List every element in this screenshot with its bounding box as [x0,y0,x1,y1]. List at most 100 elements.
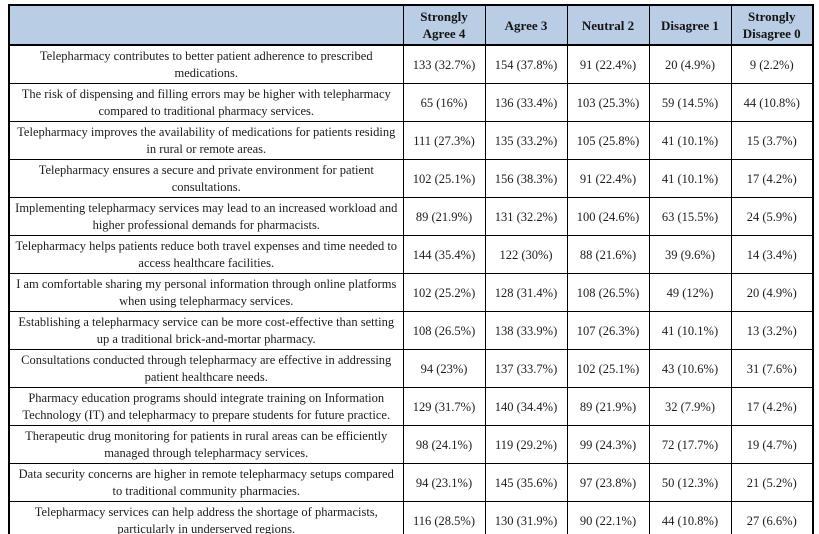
value-cell: 131 (32.2%) [484,197,568,237]
statement-cell: Telepharmacy improves the availability o… [8,121,404,161]
table-row: Telepharmacy services can help address t… [8,501,814,534]
value-cell: 15 (3.7%) [730,121,814,161]
value-cell: 111 (27.3%) [402,121,486,161]
value-cell: 39 (9.6%) [648,235,732,275]
value-cell: 44 (10.8%) [730,83,814,123]
value-cell: 100 (24.6%) [566,197,650,237]
statement-cell: Therapeutic drug monitoring for patients… [8,425,404,465]
value-cell: 137 (33.7%) [484,349,568,389]
value-cell: 145 (35.6%) [484,463,568,503]
value-cell: 43 (10.6%) [648,349,732,389]
value-cell: 32 (7.9%) [648,387,732,427]
column-header-strongly-disagree: Strongly Disagree 0 [730,4,814,47]
value-cell: 97 (23.8%) [566,463,650,503]
statement-cell: Implementing telepharmacy services may l… [8,197,404,237]
value-cell: 129 (31.7%) [402,387,486,427]
value-cell: 156 (38.3%) [484,159,568,199]
value-cell: 24 (5.9%) [730,197,814,237]
column-header-agree: Agree 3 [484,4,568,47]
value-cell: 130 (31.9%) [484,501,568,534]
value-cell: 122 (30%) [484,235,568,275]
value-cell: 59 (14.5%) [648,83,732,123]
table-row: The risk of dispensing and filling error… [8,83,814,123]
statement-cell: Telepharmacy ensures a secure and privat… [8,159,404,199]
value-cell: 17 (4.2%) [730,159,814,199]
value-cell: 31 (7.6%) [730,349,814,389]
table-row: Implementing telepharmacy services may l… [8,197,814,237]
table-row: Therapeutic drug monitoring for patients… [8,425,814,465]
value-cell: 21 (5.2%) [730,463,814,503]
statement-cell: Pharmacy education programs should integ… [8,387,404,427]
value-cell: 136 (33.4%) [484,83,568,123]
value-cell: 90 (22.1%) [566,501,650,534]
value-cell: 88 (21.6%) [566,235,650,275]
statement-column-header [8,4,404,47]
statement-cell: The risk of dispensing and filling error… [8,83,404,123]
table-row: Telepharmacy helps patients reduce both … [8,235,814,275]
value-cell: 135 (33.2%) [484,121,568,161]
value-cell: 133 (32.7%) [402,44,486,85]
value-cell: 41 (10.1%) [648,159,732,199]
value-cell: 41 (10.1%) [648,311,732,351]
statement-cell: Telepharmacy contributes to better patie… [8,44,404,85]
value-cell: 13 (3.2%) [730,311,814,351]
value-cell: 20 (4.9%) [648,44,732,85]
table-row: Establishing a telepharmacy service can … [8,311,814,351]
value-cell: 107 (26.3%) [566,311,650,351]
statement-cell: Consultations conducted through telephar… [8,349,404,389]
value-cell: 154 (37.8%) [484,44,568,85]
value-cell: 103 (25.3%) [566,83,650,123]
value-cell: 99 (24.3%) [566,425,650,465]
value-cell: 44 (10.8%) [648,501,732,534]
value-cell: 128 (31.4%) [484,273,568,313]
table-row: Consultations conducted through telephar… [8,349,814,389]
value-cell: 41 (10.1%) [648,121,732,161]
value-cell: 116 (28.5%) [402,501,486,534]
value-cell: 94 (23%) [402,349,486,389]
value-cell: 49 (12%) [648,273,732,313]
column-header-neutral: Neutral 2 [566,4,650,47]
value-cell: 98 (24.1%) [402,425,486,465]
value-cell: 63 (15.5%) [648,197,732,237]
statement-cell: Telepharmacy services can help address t… [8,501,404,534]
table-row: Data security concerns are higher in rem… [8,463,814,503]
likert-survey-table: Strongly Agree 4 Agree 3 Neutral 2 Disag… [8,4,814,534]
value-cell: 108 (26.5%) [566,273,650,313]
value-cell: 94 (23.1%) [402,463,486,503]
value-cell: 9 (2.2%) [730,44,814,85]
value-cell: 102 (25.2%) [402,273,486,313]
statement-cell: Telepharmacy helps patients reduce both … [8,235,404,275]
table-row: Pharmacy education programs should integ… [8,387,814,427]
value-cell: 17 (4.2%) [730,387,814,427]
value-cell: 89 (21.9%) [402,197,486,237]
value-cell: 144 (35.4%) [402,235,486,275]
value-cell: 65 (16%) [402,83,486,123]
statement-cell: Data security concerns are higher in rem… [8,463,404,503]
value-cell: 19 (4.7%) [730,425,814,465]
column-header-strongly-agree: Strongly Agree 4 [402,4,486,47]
value-cell: 105 (25.8%) [566,121,650,161]
value-cell: 72 (17.7%) [648,425,732,465]
value-cell: 20 (4.9%) [730,273,814,313]
table-row: I am comfortable sharing my personal inf… [8,273,814,313]
value-cell: 89 (21.9%) [566,387,650,427]
table-row: Telepharmacy improves the availability o… [8,121,814,161]
statement-cell: I am comfortable sharing my personal inf… [8,273,404,313]
value-cell: 140 (34.4%) [484,387,568,427]
column-header-disagree: Disagree 1 [648,4,732,47]
table-row: Telepharmacy contributes to better patie… [8,44,814,85]
value-cell: 14 (3.4%) [730,235,814,275]
value-cell: 108 (26.5%) [402,311,486,351]
value-cell: 27 (6.6%) [730,501,814,534]
table-header-row: Strongly Agree 4 Agree 3 Neutral 2 Disag… [8,4,814,47]
value-cell: 91 (22.4%) [566,159,650,199]
value-cell: 102 (25.1%) [402,159,486,199]
value-cell: 102 (25.1%) [566,349,650,389]
value-cell: 119 (29.2%) [484,425,568,465]
value-cell: 50 (12.3%) [648,463,732,503]
statement-cell: Establishing a telepharmacy service can … [8,311,404,351]
value-cell: 138 (33.9%) [484,311,568,351]
value-cell: 91 (22.4%) [566,44,650,85]
table-row: Telepharmacy ensures a secure and privat… [8,159,814,199]
